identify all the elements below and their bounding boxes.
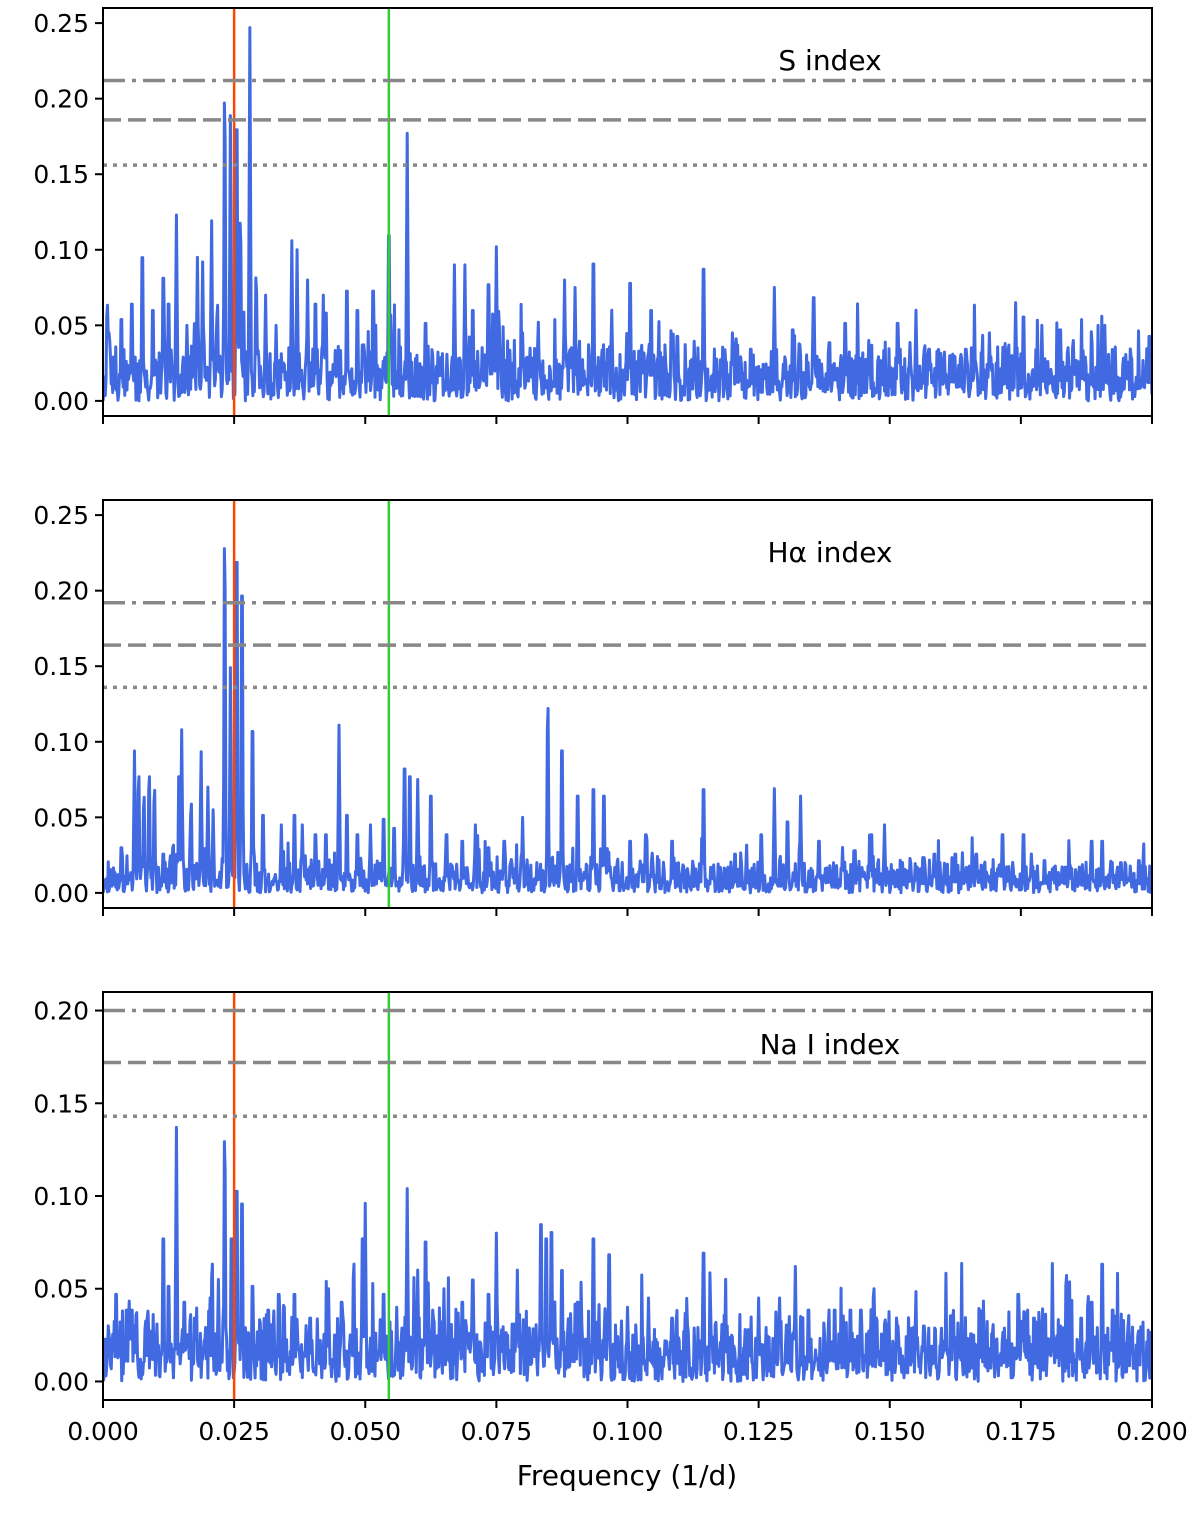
y-tick-label: 0.20 [33, 577, 89, 606]
periodogram-line [103, 547, 1152, 895]
x-tick-label: 0.200 [1116, 1417, 1188, 1446]
x-tick-label: 0.025 [198, 1417, 270, 1446]
y-tick-label: 0.00 [33, 387, 89, 416]
panel-label: Hα index [767, 536, 892, 569]
x-axis-label: Frequency (1/d) [517, 1459, 737, 1492]
y-tick-label: 0.00 [33, 1367, 89, 1396]
y-tick-label: 0.25 [33, 501, 89, 530]
y-tick-label: 0.05 [33, 803, 89, 832]
x-tick-label: 0.150 [854, 1417, 926, 1446]
y-tick-label: 0.10 [33, 728, 89, 757]
y-tick-label: 0.15 [33, 652, 89, 681]
y-tick-label: 0.05 [33, 1275, 89, 1304]
axes-frame [102, 499, 1153, 909]
periodogram-line [103, 1125, 1152, 1383]
panel-label: S index [778, 44, 881, 77]
x-tick-label: 0.175 [985, 1417, 1057, 1446]
y-tick-label: 0.10 [33, 236, 89, 265]
y-tick-label: 0.10 [33, 1182, 89, 1211]
y-tick-label: 0.25 [33, 9, 89, 38]
x-tick-label: 0.000 [67, 1417, 139, 1446]
panels-layer: 0.000.050.100.150.200.25S index0.000.050… [33, 7, 1188, 1446]
y-tick-label: 0.05 [33, 311, 89, 340]
y-tick-label: 0.20 [33, 997, 89, 1026]
x-tick-label: 0.050 [329, 1417, 401, 1446]
y-tick-label: 0.00 [33, 879, 89, 908]
x-tick-label: 0.075 [461, 1417, 533, 1446]
panel-3: 0.00 0.05 0.10 0.15 0.20 0.000 0.025 0.050 0.075… [33, 991, 1188, 1446]
periodogram-line [103, 26, 1152, 403]
y-tick-label: 0.15 [33, 1089, 89, 1118]
x-tick-label: 0.125 [723, 1417, 795, 1446]
x-tick-label: 0.100 [592, 1417, 664, 1446]
panel-2: 0.00 0.05 0.10 0.15 0.20 0.25 Hα index [33, 499, 1153, 916]
panel-label: Na I index [760, 1028, 901, 1061]
y-tick-label: 0.20 [33, 85, 89, 114]
panel-1: 0.00 0.05 0.10 0.15 0.20 0.25 S index [33, 7, 1153, 424]
y-tick-label: 0.15 [33, 160, 89, 189]
